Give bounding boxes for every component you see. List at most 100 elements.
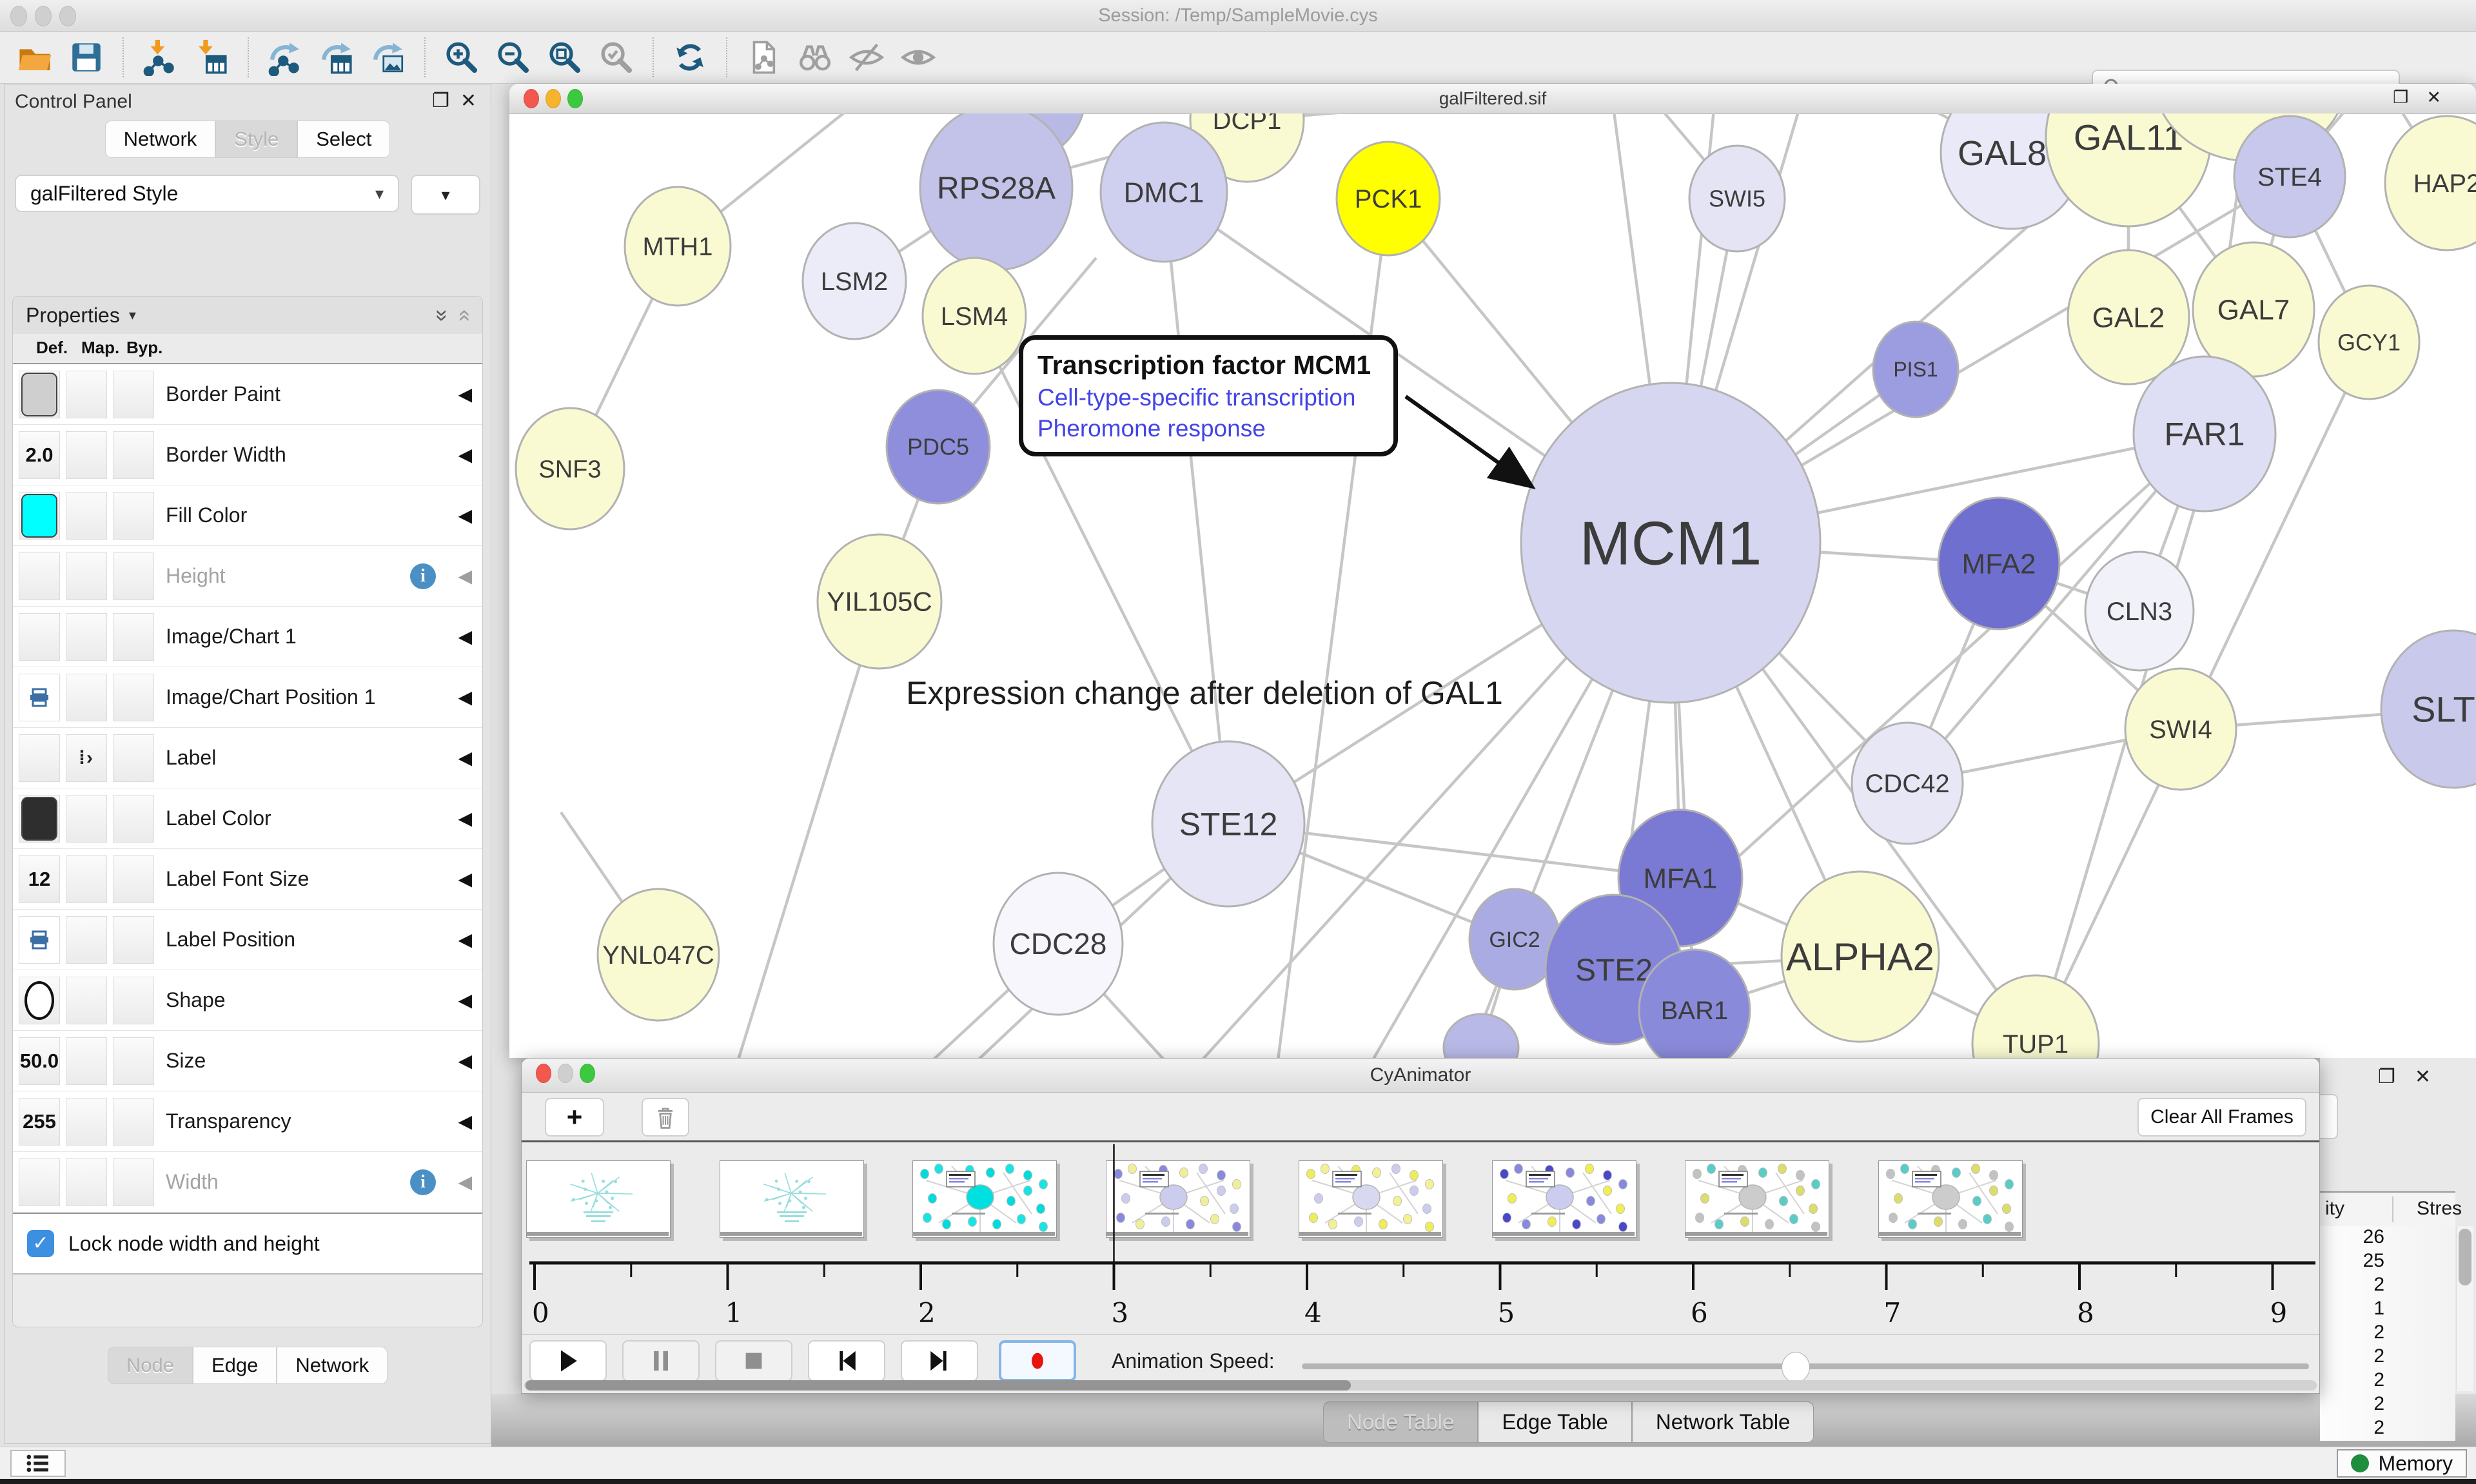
bypass-cell[interactable] [113,734,154,782]
table-row[interactable]: 2 [2320,1393,2455,1417]
zoom-out-button[interactable] [493,37,533,77]
property-row-label-font-size[interactable]: 12 Label Font Size ◀ [13,849,482,910]
style-selector[interactable]: galFiltered Style ▾ [15,175,399,212]
tab-edge[interactable]: Edge [193,1347,277,1384]
mapping-cell[interactable]: ⁞› [66,734,107,782]
float-network-icon[interactable]: ❐ [2393,88,2427,107]
mapping-cell[interactable] [66,794,107,843]
node-YIL105C[interactable]: YIL105C [816,533,943,670]
node-GAL7[interactable]: GAL7 [2192,241,2315,378]
mapping-cell[interactable] [66,1037,107,1085]
tab-network[interactable]: Network [104,121,216,158]
default-value-cell[interactable]: 12 [19,855,60,903]
node-GCY1[interactable]: GCY1 [2317,284,2421,400]
node-SNF3[interactable]: SNF3 [515,407,625,531]
default-value-cell[interactable] [19,612,60,661]
mapping-cell[interactable] [66,552,107,600]
close-panel-icon[interactable]: ✕ [460,90,477,112]
show-all-button[interactable] [898,37,938,77]
show-panels-button[interactable] [10,1450,66,1477]
table-row[interactable]: 2 [2320,1274,2455,1298]
bypass-cell[interactable] [113,491,154,540]
bypass-cell[interactable] [113,976,154,1024]
bypass-cell[interactable] [113,370,154,418]
frame-thumbnail-6[interactable] [1491,1160,1636,1238]
column-ity[interactable]: ity [2325,1198,2344,1219]
node-YNL047C[interactable]: YNL047C [596,888,720,1022]
close-network-icon[interactable] [524,89,539,108]
node-LSM2[interactable]: LSM2 [801,222,907,340]
mapping-cell[interactable] [66,1158,107,1206]
property-row-fill-color[interactable]: Fill Color ◀ [13,485,482,546]
node-MFA2[interactable]: MFA2 [1937,496,2061,630]
property-row-shape[interactable]: Shape ◀ [13,970,482,1031]
properties-dropdown-icon[interactable]: ▾ [128,307,136,323]
node-N1[interactable] [1442,1013,1520,1058]
hide-selected-button[interactable] [847,37,887,77]
column-stress[interactable]: Stres [2417,1198,2462,1219]
default-value-cell[interactable] [19,915,60,964]
expand-property-icon[interactable]: ◀ [458,1111,472,1131]
import-network-button[interactable] [140,37,180,77]
close-network-x-icon[interactable]: ✕ [2426,88,2459,107]
skip-to-start-button[interactable] [808,1340,885,1381]
bypass-cell[interactable] [113,1158,154,1206]
node-RPS28A[interactable]: RPS28A [919,113,1074,271]
bypass-cell[interactable] [113,431,154,479]
bypass-cell[interactable] [113,855,154,903]
default-value-cell[interactable] [19,491,60,540]
clone-network-button[interactable] [743,37,783,77]
new-network-button[interactable] [265,37,305,77]
node-STE12[interactable]: STE12 [1151,740,1306,908]
style-options-button[interactable]: ▾ [411,175,480,215]
node-GAL2[interactable]: GAL2 [2067,249,2190,386]
new-table-button[interactable] [317,37,357,77]
frame-thumbnail-8[interactable] [1878,1160,2023,1238]
expand-property-icon[interactable]: ◀ [458,566,472,586]
table-row[interactable]: 2 [2320,1417,2455,1441]
close-table-icon[interactable]: ✕ [2414,1066,2450,1088]
property-row-height[interactable]: Height i ◀ [13,546,482,607]
expand-property-icon[interactable]: ◀ [458,1172,472,1192]
maximize-window-icon[interactable] [59,6,76,26]
table-scrollbar[interactable] [2456,1226,2473,1391]
tab-edge-table[interactable]: Edge Table [1478,1401,1632,1443]
pause-button[interactable] [622,1340,700,1381]
node-CLN3[interactable]: CLN3 [2084,551,2195,672]
table-row[interactable]: 2 [2320,1369,2455,1393]
mapping-cell[interactable] [66,976,107,1024]
tab-network-bottom[interactable]: Network [277,1347,388,1384]
table-row[interactable]: 1 [2320,1298,2455,1322]
expand-property-icon[interactable]: ◀ [458,808,472,828]
frame-thumbnail-7[interactable] [1685,1160,1829,1238]
zoom-network-icon[interactable] [567,89,583,108]
frame-thumbnail-1[interactable] [526,1160,671,1238]
close-animator-icon[interactable] [536,1064,551,1083]
expand-property-icon[interactable]: ◀ [458,687,472,707]
property-row-border-width[interactable]: 2.0 Border Width ◀ [13,425,482,485]
default-value-cell[interactable] [19,552,60,600]
node-CDC28[interactable]: CDC28 [992,872,1124,1016]
info-icon[interactable]: i [410,1169,436,1195]
export-image-button[interactable] [368,37,408,77]
node-PCK1[interactable]: PCK1 [1335,141,1441,257]
property-row-label-color[interactable]: Label Color ◀ [13,788,482,849]
property-row-image-chart-1[interactable]: Image/Chart 1 ◀ [13,607,482,667]
float-table-icon[interactable]: ❐ [2377,1066,2415,1088]
expand-property-icon[interactable]: ◀ [458,930,472,950]
tab-select[interactable]: Select [297,121,391,158]
default-value-cell[interactable] [19,794,60,843]
node-PDC5[interactable]: PDC5 [885,389,991,505]
expand-property-icon[interactable]: ◀ [458,990,472,1010]
default-value-cell[interactable] [19,673,60,721]
table-row[interactable]: 25 [2320,1250,2455,1274]
node-TUP1[interactable]: TUP1 [1971,974,2100,1058]
node-LSM4[interactable]: LSM4 [921,257,1027,375]
animator-scrollbar[interactable] [524,1380,2317,1391]
animation-speed-slider[interactable] [1302,1352,2309,1383]
expand-property-icon[interactable]: ◀ [458,384,472,404]
tab-node-table[interactable]: Node Table [1323,1401,1479,1443]
zoom-in-button[interactable] [442,37,482,77]
default-value-cell[interactable]: 255 [19,1097,60,1146]
expand-property-icon[interactable]: ◀ [458,505,472,525]
